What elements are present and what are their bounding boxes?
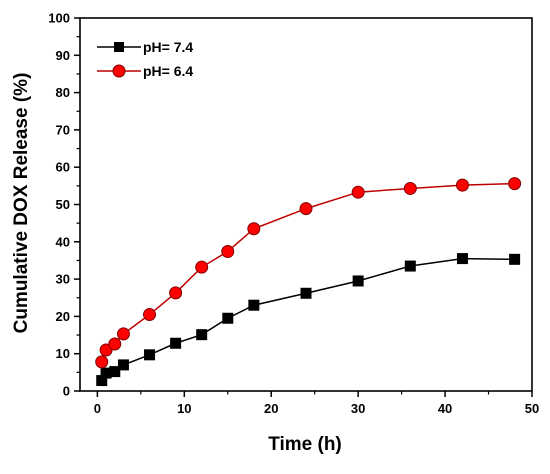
data-point-circle [108, 337, 122, 351]
data-point-circle [403, 181, 417, 195]
x-tick-label: 20 [264, 401, 278, 416]
series-ph-7-4 [96, 253, 521, 387]
x-tick-label: 30 [351, 401, 365, 416]
x-tick-label: 10 [177, 401, 191, 416]
data-point-square [117, 359, 129, 371]
series-line [101, 257, 515, 381]
x-tick-label: 50 [525, 401, 539, 416]
y-tick-label: 50 [56, 197, 70, 212]
data-point-circle [221, 244, 235, 258]
y-tick-label: 70 [56, 122, 70, 137]
data-point-circle [508, 177, 522, 191]
y-axis-title: Cumulative DOX Release (%) [11, 73, 32, 334]
data-point-square [404, 260, 416, 272]
data-point-square [248, 299, 260, 311]
y-tick-label: 40 [56, 234, 70, 249]
data-point-circle [351, 185, 365, 199]
data-point-square [144, 349, 156, 361]
legend-label: pH= 6.4 [143, 63, 193, 79]
legend-marker-circle [112, 64, 126, 78]
legend-item: pH= 6.4 [97, 63, 193, 79]
y-tick-label: 100 [48, 11, 70, 26]
y-tick-label: 10 [56, 346, 70, 361]
data-point-circle [116, 327, 130, 341]
x-tick-label: 40 [438, 401, 452, 416]
legend: pH= 7.4 pH= 6.4 [97, 39, 193, 79]
data-point-square [109, 366, 121, 378]
data-point-circle [95, 355, 109, 369]
y-axis: 0 10 20 30 40 50 60 70 80 90 100 [48, 11, 80, 399]
y-tick-label: 30 [56, 272, 70, 287]
data-point-square [509, 253, 521, 265]
data-point-circle [169, 286, 183, 300]
data-point-circle [455, 178, 469, 192]
x-axis: 0 10 20 30 40 50 [94, 391, 539, 416]
y-tick-label: 60 [56, 160, 70, 175]
x-axis-title: Time (h) [268, 434, 342, 455]
data-point-square [196, 329, 208, 341]
y-tick-label: 90 [56, 48, 70, 63]
y-tick-label: 80 [56, 85, 70, 100]
data-point-square [222, 312, 234, 324]
legend-marker-square [114, 42, 124, 52]
data-point-square [170, 337, 182, 349]
legend-label: pH= 7.4 [143, 39, 193, 55]
data-point-square [456, 253, 468, 265]
data-point-circle [299, 202, 313, 216]
y-tick-label: 20 [56, 309, 70, 324]
legend-item: pH= 7.4 [97, 39, 193, 55]
data-point-square [300, 287, 312, 299]
x-tick-label: 0 [94, 401, 101, 416]
data-point-circle [143, 308, 157, 322]
series-layer [95, 177, 522, 387]
series-ph-6-4 [95, 177, 522, 369]
data-point-circle [247, 222, 261, 236]
data-point-circle [195, 260, 209, 274]
data-point-square [352, 275, 364, 287]
y-tick-label: 0 [63, 384, 70, 399]
